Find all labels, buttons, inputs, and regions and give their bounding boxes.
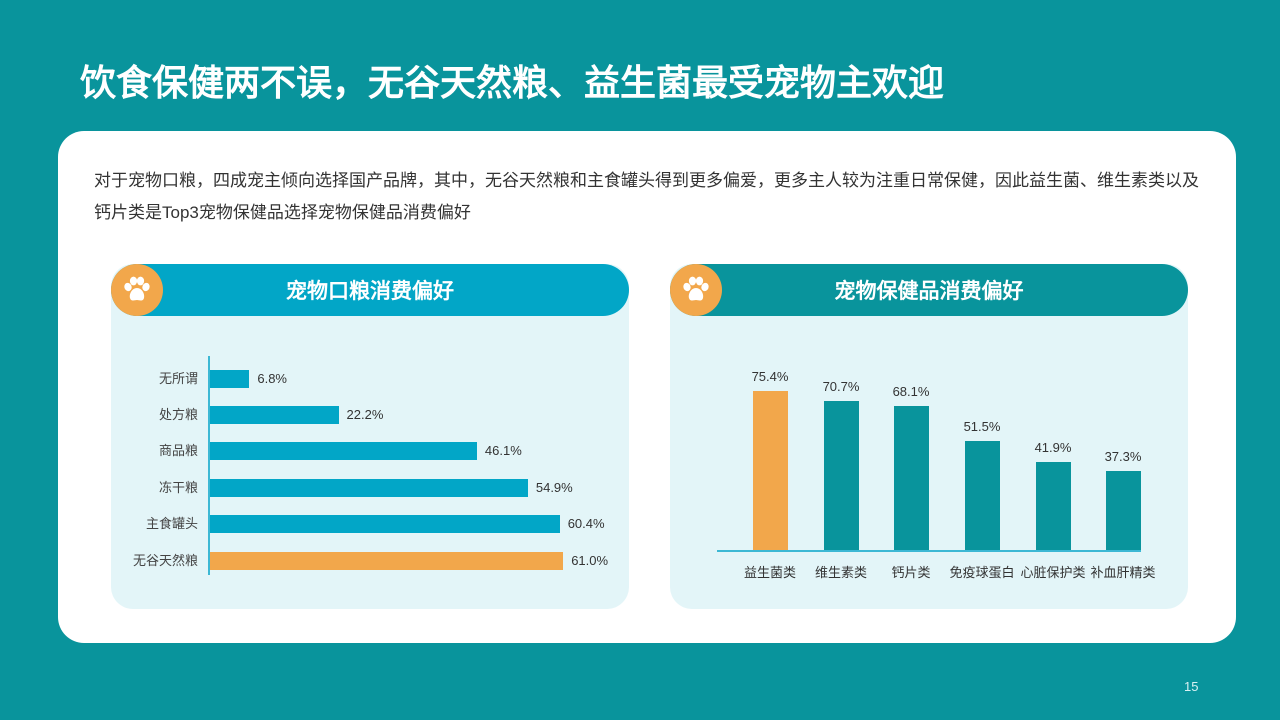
summary-text: 对于宠物口粮，四成宠主倾向选择国产品牌，其中，无谷天然粮和主食罐头得到更多偏爱，… bbox=[94, 171, 1199, 222]
x-axis-line bbox=[717, 550, 1141, 552]
bar-row: 无谷天然粮 61.0% bbox=[111, 552, 629, 570]
pet-food-panel-header: 宠物口粮消费偏好 bbox=[111, 264, 629, 316]
bar-row: 冻干粮 54.9% bbox=[111, 479, 629, 497]
bar bbox=[210, 370, 250, 388]
category-label: 维生素类 bbox=[814, 565, 867, 580]
bar-row: 处方粮 22.2% bbox=[111, 406, 629, 424]
pet-food-panel: 宠物口粮消费偏好 无所谓 6.8% 处方粮 22.2% 商品粮 46.1% 冻干粮 54.9%… bbox=[111, 264, 629, 609]
bar-column: 41.9% 心脏保护类 bbox=[1018, 264, 1088, 609]
category-label: 钙片类 bbox=[891, 565, 931, 580]
category-label: 商品粮 bbox=[158, 443, 198, 458]
category-label: 心脏保护类 bbox=[1020, 565, 1086, 580]
category-label: 补血肝精类 bbox=[1090, 565, 1156, 580]
category-label: 主食罐头 bbox=[145, 516, 198, 531]
value-label: 54.9% bbox=[535, 480, 573, 495]
category-label: 无谷天然粮 bbox=[132, 553, 198, 568]
category-label: 无所谓 bbox=[158, 371, 198, 386]
value-label: 68.1% bbox=[892, 384, 930, 400]
pet-health-panel-title: 宠物保健品消费偏好 bbox=[834, 280, 1024, 303]
category-label: 益生菌类 bbox=[743, 565, 796, 580]
bar bbox=[894, 406, 929, 550]
pet-health-panel-header: 宠物保健品消费偏好 bbox=[670, 264, 1188, 316]
bar bbox=[1106, 471, 1141, 550]
page-title: 饮食保健两不误，无谷天然粮、益生菌最受宠物主欢迎 bbox=[80, 62, 945, 103]
bar-column: 51.5% 免疫球蛋白 bbox=[947, 264, 1017, 609]
bar-row: 商品粮 46.1% bbox=[111, 442, 629, 460]
value-label: 75.4% bbox=[751, 368, 789, 384]
bar bbox=[965, 441, 1000, 550]
bar-column: 75.4% 益生菌类 bbox=[735, 264, 805, 609]
bar-column: 70.7% 维生素类 bbox=[806, 264, 876, 609]
value-label: 22.2% bbox=[346, 407, 384, 422]
bar-row: 无所谓 6.8% bbox=[111, 370, 629, 388]
value-label: 46.1% bbox=[484, 443, 522, 458]
bar bbox=[753, 390, 788, 550]
y-axis-line bbox=[208, 356, 210, 575]
bar bbox=[210, 552, 564, 570]
bar bbox=[1036, 461, 1071, 550]
value-label: 6.8% bbox=[257, 371, 287, 386]
category-label: 处方粮 bbox=[158, 407, 198, 422]
value-label: 61.0% bbox=[571, 553, 609, 568]
value-label: 37.3% bbox=[1104, 449, 1142, 465]
pet-food-panel-title: 宠物口粮消费偏好 bbox=[286, 280, 454, 303]
paw-icon bbox=[670, 264, 722, 316]
value-label: 51.5% bbox=[963, 419, 1001, 435]
category-label: 冻干粮 bbox=[158, 480, 198, 495]
paw-icon bbox=[111, 264, 163, 316]
value-label: 41.9% bbox=[1034, 439, 1072, 455]
content-card: 对于宠物口粮，四成宠主倾向选择国产品牌，其中，无谷天然粮和主食罐头得到更多偏爱，… bbox=[58, 131, 1236, 643]
bar bbox=[210, 442, 477, 460]
page-number: 15 bbox=[1184, 679, 1199, 694]
bar bbox=[210, 479, 528, 497]
category-label: 免疫球蛋白 bbox=[949, 565, 1015, 580]
value-label: 60.4% bbox=[567, 516, 605, 531]
pet-food-bar-chart: 无所谓 6.8% 处方粮 22.2% 商品粮 46.1% 冻干粮 54.9% 主食罐头 60.4%… bbox=[111, 264, 629, 609]
bar bbox=[824, 400, 859, 550]
bar-column: 37.3% 补血肝精类 bbox=[1088, 264, 1158, 609]
bar-row: 主食罐头 60.4% bbox=[111, 515, 629, 533]
pet-health-bar-chart: 75.4% 益生菌类 70.7% 维生素类 68.1% 钙片类 51.5% 免疫球蛋白 41.9… bbox=[670, 264, 1188, 609]
pet-health-panel: 宠物保健品消费偏好 75.4% 益生菌类 70.7% 维生素类 68.1% 钙片类 51.5… bbox=[670, 264, 1188, 609]
value-label: 70.7% bbox=[822, 378, 860, 394]
bar-column: 68.1% 钙片类 bbox=[876, 264, 946, 609]
bar bbox=[210, 406, 339, 424]
bar bbox=[210, 515, 560, 533]
